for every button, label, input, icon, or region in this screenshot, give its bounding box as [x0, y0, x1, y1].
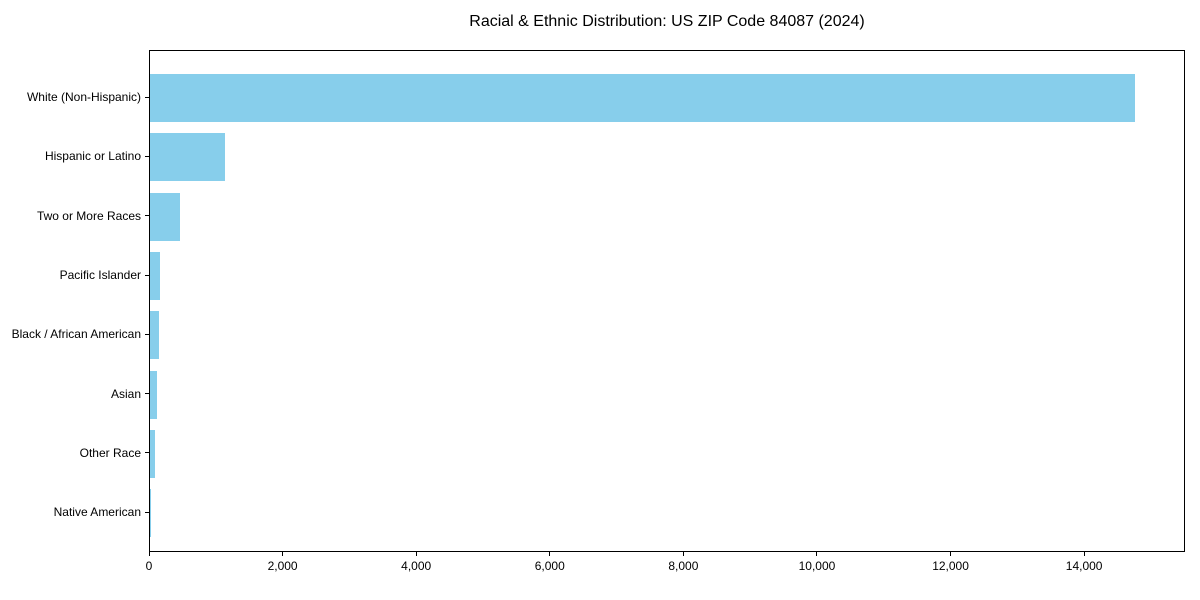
y-tick-label: Hispanic or Latino: [44, 149, 141, 164]
x-tick-label: 10,000: [798, 559, 836, 573]
x-tick-mark: [1083, 552, 1085, 556]
bar: [150, 192, 180, 241]
x-tick-label: 6,000: [534, 559, 565, 573]
y-tick-label: White (Non-Hispanic): [26, 90, 141, 105]
chart-title: Racial & Ethnic Distribution: US ZIP Cod…: [469, 13, 865, 30]
x-tick-label: 2,000: [267, 559, 298, 573]
y-tick-mark: [145, 96, 149, 98]
x-tick-label: 8,000: [668, 559, 699, 573]
bar: [150, 370, 157, 419]
y-tick-mark: [145, 155, 149, 157]
y-tick-label: Two or More Races: [36, 208, 141, 223]
bar: [150, 133, 225, 182]
bar: [150, 429, 155, 478]
bar: [150, 252, 160, 301]
x-tick-mark: [816, 552, 818, 556]
y-tick-mark: [145, 393, 149, 395]
y-tick-mark: [145, 511, 149, 513]
x-tick-label: 4,000: [401, 559, 432, 573]
y-tick-label: Black / African American: [11, 327, 141, 342]
y-tick-label: Native American: [53, 505, 141, 520]
x-tick-mark: [549, 552, 551, 556]
x-tick-mark: [950, 552, 952, 556]
bar: [150, 311, 160, 360]
y-tick-label: Asian: [110, 386, 141, 401]
bar: [150, 74, 1135, 123]
x-tick-mark: [282, 552, 284, 556]
y-tick-mark: [145, 215, 149, 217]
bar: [150, 489, 151, 538]
y-tick-mark: [145, 452, 149, 454]
x-tick-label: 0: [145, 559, 153, 573]
y-tick-label: Other Race: [79, 445, 141, 460]
x-tick-label: 14,000: [1065, 559, 1103, 573]
y-tick-label: Pacific Islander: [59, 268, 141, 283]
x-tick-mark: [415, 552, 417, 556]
x-tick-mark: [682, 552, 684, 556]
y-tick-mark: [145, 333, 149, 335]
plot-area: [149, 50, 1185, 552]
x-tick-mark: [148, 552, 150, 556]
y-tick-mark: [145, 274, 149, 276]
x-tick-label: 12,000: [932, 559, 969, 573]
